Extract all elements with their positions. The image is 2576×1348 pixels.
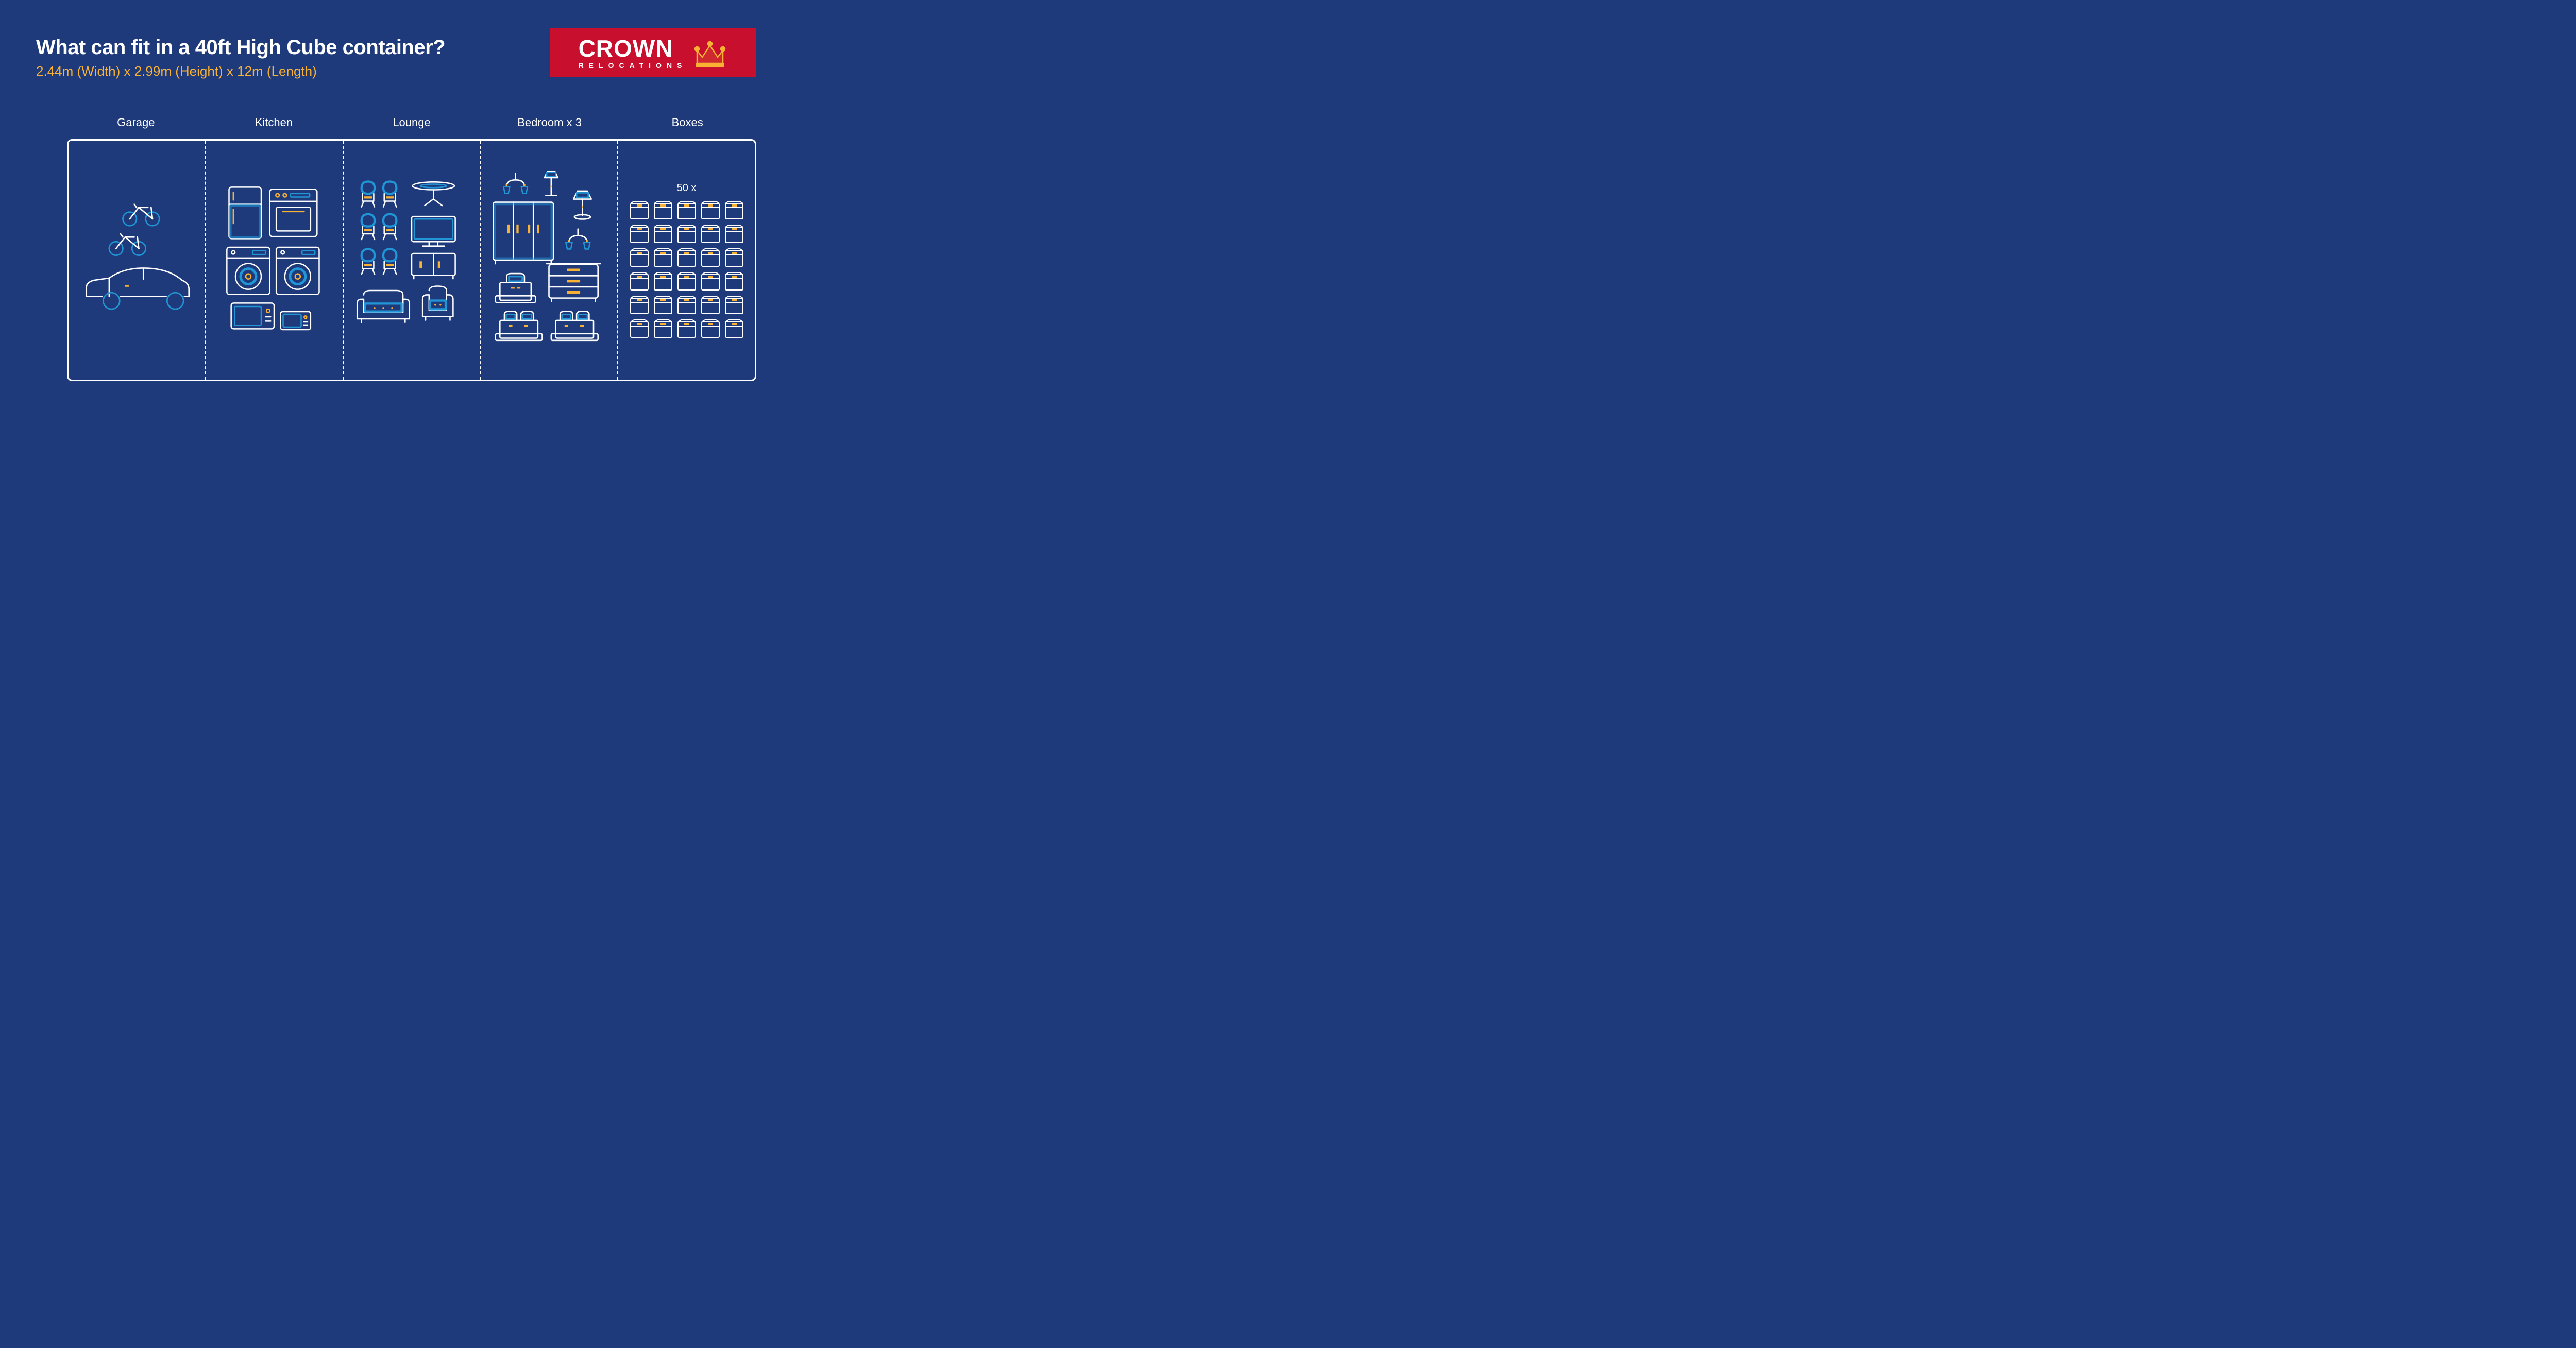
box-icon	[724, 224, 744, 244]
dimensions-subtitle: 2.44m (Width) x 2.99m (Height) x 12m (Le…	[36, 63, 445, 79]
box-icon	[701, 319, 720, 338]
bike-icon	[123, 204, 160, 226]
chair-icon	[362, 249, 375, 275]
section-garage	[69, 141, 205, 380]
box-icon	[653, 200, 673, 220]
kitchen-items	[223, 183, 326, 337]
section-kitchen	[205, 141, 343, 380]
washer-icon	[276, 247, 319, 295]
chair-icon	[383, 249, 396, 275]
boxes-grid	[630, 200, 744, 338]
microwave-icon	[281, 312, 311, 330]
floor-lamp-icon	[545, 171, 558, 196]
armchair-icon	[422, 286, 453, 320]
box-icon	[724, 248, 744, 267]
table-lamp-icon	[573, 191, 591, 219]
chair-icon	[362, 182, 375, 207]
car-icon	[87, 268, 189, 310]
bed-icon	[551, 312, 598, 340]
box-icon	[630, 271, 649, 291]
section-label-bedroom: Bedroom x 3	[481, 116, 619, 129]
box-icon	[653, 271, 673, 291]
box-icon	[630, 224, 649, 244]
chandelier-icon	[566, 229, 590, 249]
box-icon	[630, 295, 649, 315]
box-icon	[724, 271, 744, 291]
bed-icon	[496, 312, 543, 340]
table-icon	[413, 182, 454, 206]
box-icon	[653, 295, 673, 315]
box-icon	[677, 295, 697, 315]
dresser-icon	[547, 264, 600, 302]
box-icon	[630, 319, 649, 338]
box-icon	[701, 295, 720, 315]
boxes-count-label: 50 x	[677, 182, 697, 194]
box-icon	[724, 200, 744, 220]
box-icon	[630, 248, 649, 267]
bed-icon	[496, 274, 536, 302]
container-outline: 50 x	[67, 139, 756, 381]
section-label-kitchen: Kitchen	[205, 116, 343, 129]
logo-sub: RELOCATIONS	[579, 61, 687, 70]
page-title: What can fit in a 40ft High Cube contain…	[36, 36, 445, 59]
box-icon	[630, 200, 649, 220]
box-icon	[653, 224, 673, 244]
microwave-icon	[231, 303, 274, 329]
washer-icon	[227, 247, 270, 295]
box-icon	[653, 248, 673, 267]
chandelier-icon	[504, 173, 528, 193]
bike-icon	[109, 234, 146, 256]
tv-icon	[412, 216, 455, 246]
logo-word: CROWN	[579, 37, 673, 60]
section-label-garage: Garage	[67, 116, 205, 129]
section-label-boxes: Boxes	[618, 116, 756, 129]
section-lounge	[343, 141, 480, 380]
lounge-items	[355, 177, 468, 343]
section-bedroom	[480, 141, 617, 380]
box-icon	[677, 200, 697, 220]
box-icon	[677, 248, 697, 267]
sofa-icon	[357, 291, 410, 322]
chair-icon	[362, 214, 375, 240]
fridge-icon	[229, 187, 262, 238]
oven-icon	[270, 190, 317, 237]
section-boxes: 50 x	[617, 141, 755, 380]
chair-icon	[383, 214, 396, 240]
tv-stand-icon	[412, 253, 455, 279]
bedroom-items	[491, 171, 607, 349]
box-icon	[701, 271, 720, 291]
box-icon	[724, 319, 744, 338]
box-icon	[677, 271, 697, 291]
crown-logo: CROWN RELOCATIONS	[550, 28, 756, 77]
wardrobe-icon	[494, 202, 554, 263]
box-icon	[701, 224, 720, 244]
section-label-lounge: Lounge	[343, 116, 481, 129]
box-icon	[677, 319, 697, 338]
box-icon	[677, 224, 697, 244]
box-icon	[653, 319, 673, 338]
section-labels-row: Garage Kitchen Lounge Bedroom x 3 Boxes	[67, 116, 756, 129]
box-icon	[701, 248, 720, 267]
chair-icon	[383, 182, 396, 207]
box-icon	[701, 200, 720, 220]
crown-icon	[692, 38, 728, 69]
box-icon	[724, 295, 744, 315]
garage-items	[77, 187, 196, 333]
